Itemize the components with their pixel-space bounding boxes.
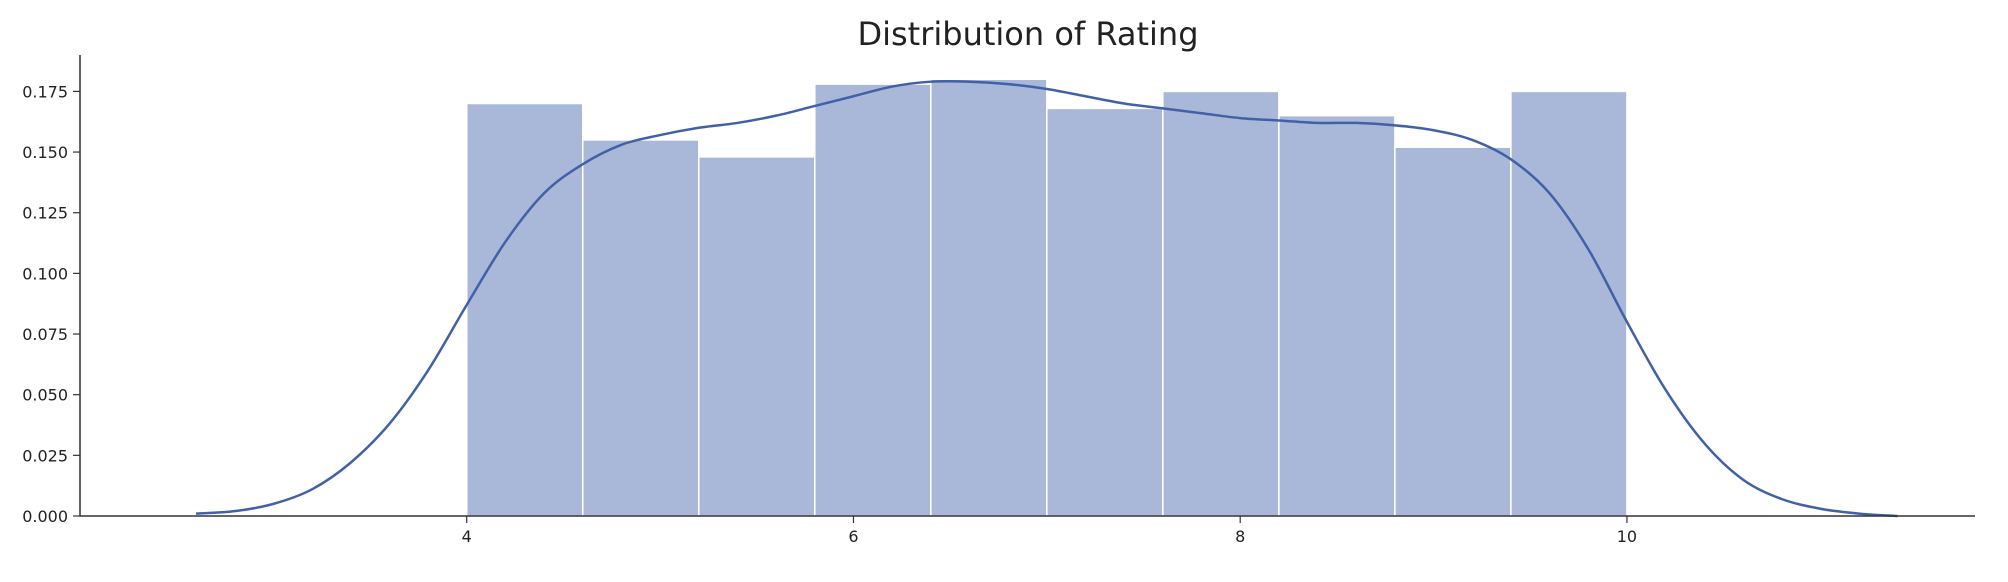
histogram-bar-7 [1278, 114, 1396, 517]
kde-curve-group [195, 79, 1898, 518]
y-tick-label: 0.075 [22, 325, 68, 344]
histogram-bar-8 [1394, 146, 1512, 517]
histogram-bar-2 [698, 156, 816, 517]
y-tick-label: 0.050 [22, 386, 68, 405]
histogram-bar-4 [930, 78, 1048, 517]
histogram-bar-3 [814, 83, 932, 517]
y-tick-label: 0.175 [22, 82, 68, 101]
y-tick-label: 0.000 [22, 507, 68, 526]
histogram-bar-5 [1046, 107, 1164, 517]
chart-title: Distribution of Rating [857, 15, 1198, 53]
histogram-bar-6 [1162, 90, 1280, 517]
x-tick-label: 6 [848, 527, 858, 546]
y-tick-label: 0.100 [22, 264, 68, 283]
y-tick-label: 0.125 [22, 204, 68, 223]
kde-line [195, 79, 1898, 518]
histogram-bar-1 [582, 139, 700, 517]
histogram-bars [465, 78, 1628, 517]
x-tick-label: 4 [462, 527, 472, 546]
x-tick-label: 10 [1617, 527, 1637, 546]
y-tick-label: 0.025 [22, 446, 68, 465]
x-tick-label: 8 [1235, 527, 1245, 546]
y-tick-label: 0.150 [22, 143, 68, 162]
histogram-bar-0 [465, 102, 584, 517]
axes: 0.000 0.025 0.050 0.075 0.100 0.125 0.150 0.175… [22, 55, 1975, 546]
histogram-bar-9 [1510, 90, 1628, 517]
